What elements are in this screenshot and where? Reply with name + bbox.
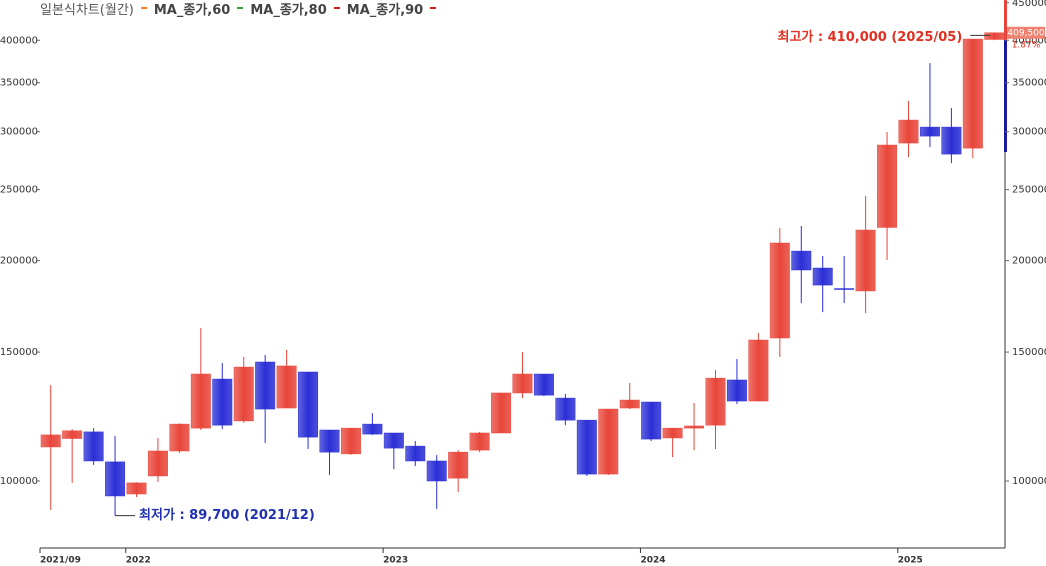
candle-body — [555, 397, 576, 421]
candle-body — [619, 399, 640, 409]
price-tag — [1007, 26, 1045, 39]
candle-body — [62, 430, 83, 439]
candle-body — [984, 32, 1005, 40]
candle-body — [340, 427, 361, 455]
candle-body — [877, 144, 898, 228]
candle-body — [512, 373, 533, 394]
candle-body — [233, 366, 254, 422]
legend-marker — [140, 7, 147, 9]
candle-body — [641, 401, 662, 440]
y-tick-label: 250000 — [0, 185, 38, 196]
candle-body — [40, 434, 61, 448]
y-tick-label: 100000 — [0, 476, 38, 487]
candle-body — [705, 377, 726, 426]
candle-body — [791, 250, 812, 271]
x-tick-label: 2025 — [898, 556, 923, 566]
candle-body — [684, 425, 705, 429]
candle-body — [726, 379, 747, 402]
y2-tick-label: 150000 — [1012, 347, 1046, 358]
candle-body — [598, 408, 619, 475]
legend-label: MA_종가,90 — [346, 2, 424, 18]
candle-body — [105, 461, 126, 497]
candle-body — [533, 373, 554, 396]
y-tick-label: 200000 — [0, 256, 38, 267]
change-label: 1.87% — [1012, 40, 1041, 50]
x-tick-label: 2021/09 — [40, 556, 81, 566]
candle-body — [469, 432, 490, 451]
candle-body — [298, 371, 319, 438]
candle-body — [255, 361, 276, 410]
annotation: 최저가 : 89,700 (2021/12) — [139, 508, 315, 523]
y2-tick-label: 350000 — [1012, 78, 1046, 89]
candle-body — [962, 38, 983, 149]
candle-body — [941, 126, 962, 155]
range-indicator-down — [1004, 40, 1007, 152]
y-tick-label: 300000 — [0, 127, 38, 138]
y2-tick-label: 450000 — [1012, 0, 1046, 9]
candle-body — [276, 365, 297, 409]
candle-body — [147, 450, 168, 477]
legend-marker — [430, 7, 437, 9]
candle-body — [855, 229, 876, 292]
legend-marker — [237, 7, 244, 9]
y2-tick-label: 100000 — [1012, 476, 1046, 487]
candle-body — [126, 482, 147, 495]
chart-header: 일본식차트(월간) MA_종가,60 MA_종가,80 MA_종가,90 — [40, 0, 439, 18]
candle-body — [426, 460, 447, 482]
y-tick-label: 400000 — [0, 35, 38, 46]
candle-body — [169, 423, 190, 452]
y-tick-label: 150000 — [0, 347, 38, 358]
candle-body — [383, 432, 404, 449]
candle-body — [362, 423, 383, 435]
candle-body — [834, 288, 855, 290]
annotation: 최고가 : 410,000 (2025/05) — [777, 30, 962, 45]
candle-body — [812, 267, 833, 286]
legend-label: MA_종가,80 — [250, 2, 327, 18]
legend-marker — [333, 7, 340, 9]
x-tick-label: 2024 — [640, 556, 665, 566]
legend-label: MA_종가,60 — [153, 2, 231, 18]
y-tick-label: 350000 — [0, 78, 38, 89]
x-tick-label: 2023 — [383, 556, 408, 566]
candle-body — [491, 392, 512, 434]
candle-body — [898, 119, 919, 144]
candle-body — [448, 451, 469, 479]
candle-body — [769, 242, 790, 339]
price-tag-label: 409,500 — [1007, 28, 1044, 38]
candle-body — [83, 431, 104, 462]
candle-body — [405, 445, 426, 462]
x-tick-label: 2022 — [126, 556, 151, 566]
y2-tick-label: 300000 — [1012, 127, 1046, 138]
y2-tick-label: 250000 — [1012, 185, 1046, 196]
chart-title: 일본식차트(월간) — [40, 2, 134, 18]
candle-body — [190, 373, 211, 429]
candle-body — [662, 427, 683, 439]
candle-body — [576, 419, 597, 475]
candle-body — [212, 378, 233, 426]
range-indicator-up — [1004, 0, 1007, 40]
y2-tick-label: 200000 — [1012, 256, 1046, 267]
candle-body — [919, 126, 940, 137]
y2-tick-label: 400000 — [1012, 35, 1046, 46]
candle-body — [319, 429, 340, 453]
candle-body — [748, 339, 769, 402]
